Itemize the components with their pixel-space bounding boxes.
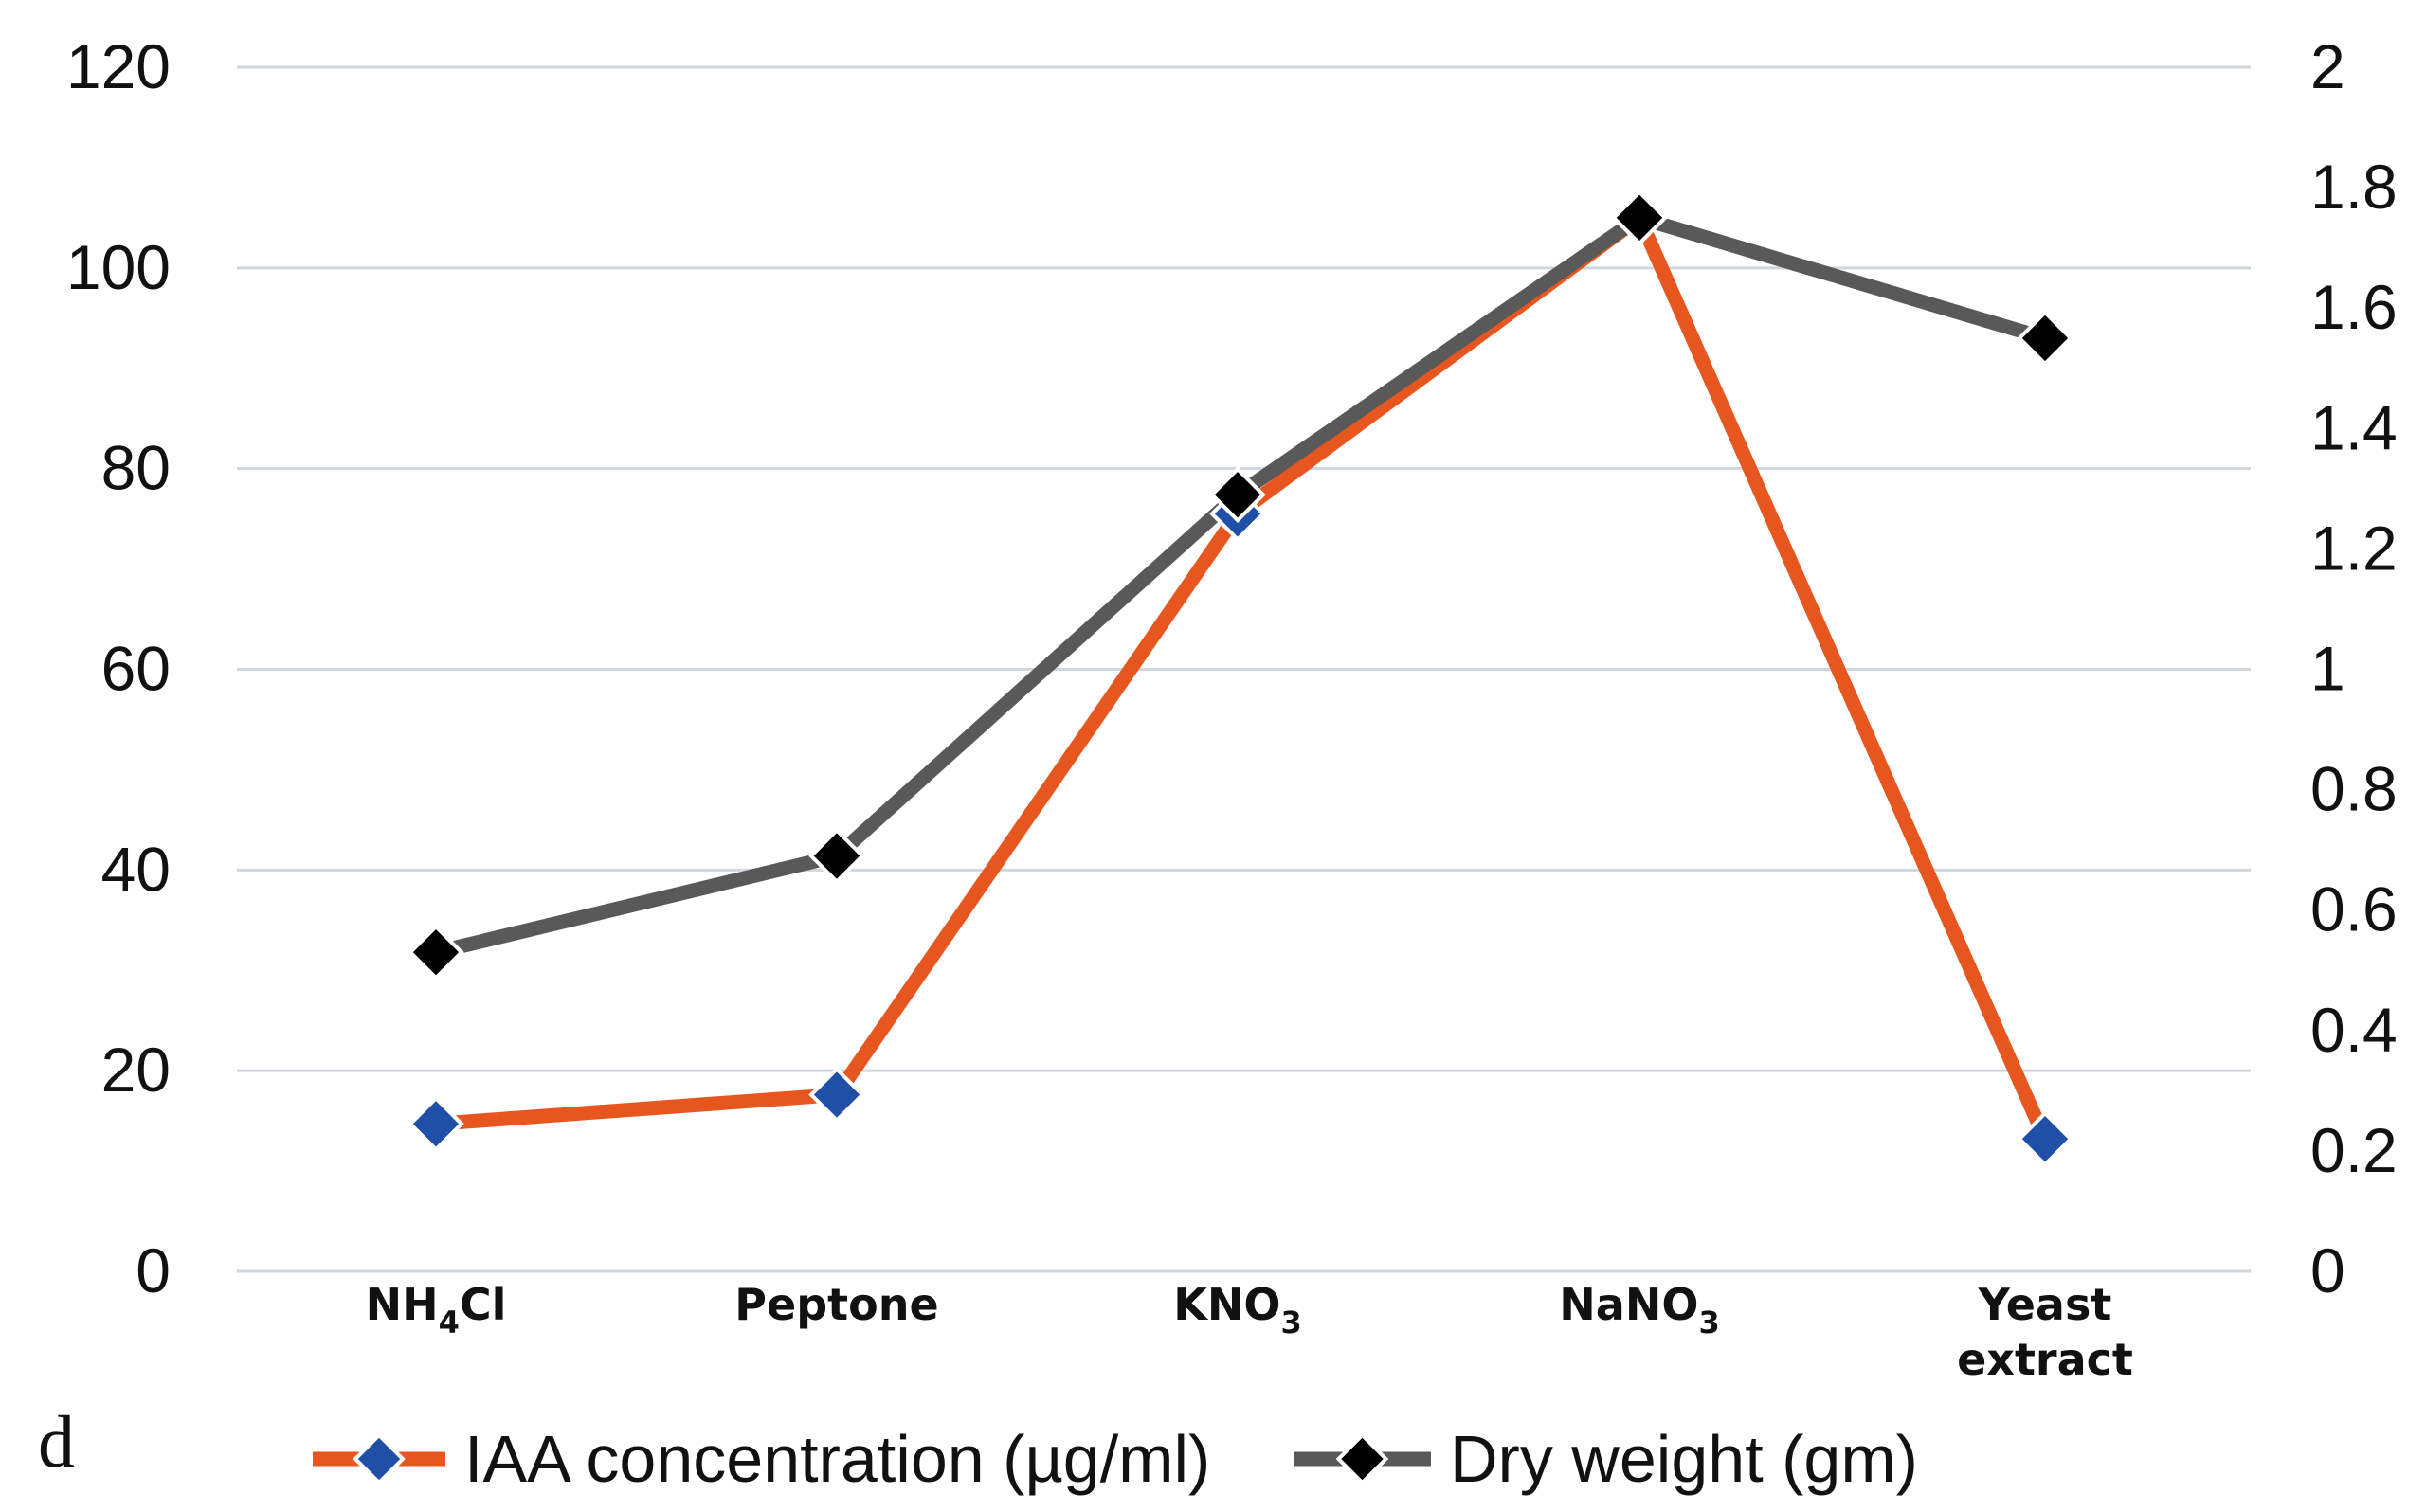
category-label: extract — [1957, 1334, 2133, 1385]
gridlines — [237, 65, 2251, 1273]
category-label-subscript: 3 — [1698, 1305, 1719, 1341]
right-axis-tick-label: 0 — [2310, 1235, 2345, 1305]
series-lines — [428, 210, 2053, 1146]
category-label: Yeast — [1978, 1279, 2112, 1330]
category-label-base: Peptone — [734, 1279, 938, 1330]
right-axis-tick-label: 1.4 — [2310, 392, 2398, 462]
series-line — [428, 210, 2053, 1146]
left-axis-tick-label: 40 — [101, 834, 171, 904]
right-axis-ticks: 0 0.2 0.4 0.6 0.8 1 1.2 1.4 1.6 1.8 2 — [2310, 31, 2398, 1305]
data-point-marker — [2017, 1110, 2073, 1168]
left-axis-tick-label: 0 — [136, 1235, 171, 1305]
data-point-marker — [2017, 310, 2073, 367]
legend-label: IAA concentration (µg/ml) — [464, 1422, 1210, 1496]
left-axis-tick-label: 20 — [101, 1035, 171, 1105]
category-label-base: KNO — [1173, 1279, 1280, 1330]
right-axis-tick-label: 1.6 — [2310, 272, 2398, 342]
category-label-subscript: 4 — [439, 1305, 460, 1341]
left-axis-ticks: 0 20 40 60 80 100 120 — [66, 31, 171, 1305]
right-axis-tick-label: 1.8 — [2310, 152, 2398, 222]
right-axis-tick-label: 0.4 — [2310, 995, 2398, 1065]
left-axis-tick-label: 100 — [66, 232, 171, 302]
right-axis-tick-label: 0.6 — [2310, 874, 2398, 945]
left-axis-tick-label: 120 — [66, 31, 171, 101]
series-markers — [407, 189, 2073, 1168]
right-axis-tick-label: 1 — [2310, 634, 2345, 704]
right-axis-tick-label: 0.8 — [2310, 754, 2398, 824]
panel-letter: d — [38, 1400, 75, 1483]
data-point-marker — [1209, 466, 1266, 524]
left-axis-tick-label: 60 — [101, 634, 171, 704]
category-label: NH4Cl — [366, 1279, 507, 1341]
category-label-base: NaNO — [1559, 1279, 1698, 1330]
category-label: KNO3 — [1173, 1279, 1302, 1341]
legend-swatch-marker — [353, 1432, 406, 1485]
category-label: Peptone — [734, 1279, 938, 1330]
category-label-tail: Cl — [460, 1279, 507, 1330]
data-point-marker — [407, 1095, 464, 1153]
left-axis-tick-label: 80 — [101, 433, 171, 503]
legend: IAA concentration (µg/ml) Dry weight (gm) — [313, 1422, 1918, 1496]
right-axis-tick-label: 0.2 — [2310, 1115, 2398, 1185]
data-point-marker — [407, 924, 464, 981]
legend-label: Dry weight (gm) — [1450, 1422, 1918, 1496]
legend-swatch-marker — [1335, 1432, 1389, 1485]
category-label: NaNO3 — [1559, 1279, 1719, 1341]
data-point-marker — [1611, 189, 1668, 246]
data-point-marker — [808, 1066, 865, 1124]
data-point-marker — [808, 827, 865, 885]
right-axis-tick-label: 2 — [2310, 31, 2345, 101]
category-label-subscript: 3 — [1280, 1305, 1301, 1341]
category-label-base: NH — [366, 1279, 439, 1330]
right-axis-tick-label: 1.2 — [2310, 513, 2398, 583]
